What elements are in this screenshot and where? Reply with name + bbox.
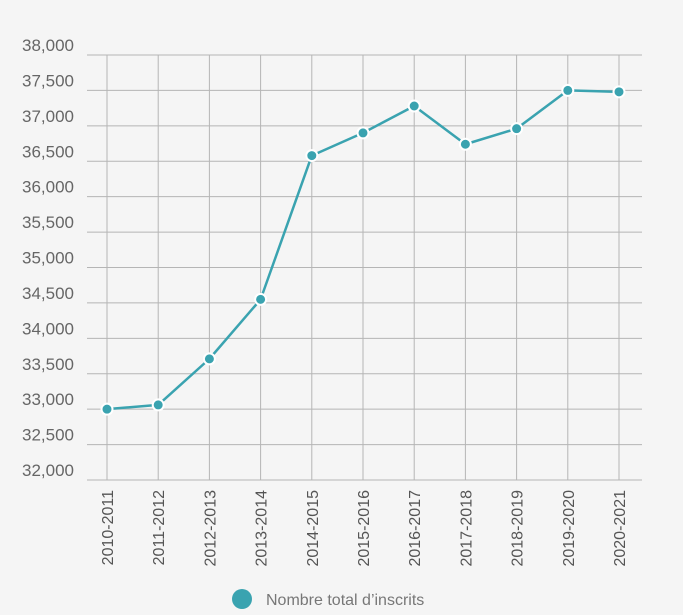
x-tick-label: 2012-2013 [202, 490, 219, 567]
x-tick-label: 2014-2015 [305, 490, 322, 567]
data-point [305, 149, 319, 163]
x-tick-label: 2013-2014 [254, 490, 271, 567]
x-tick-label: 2016-2017 [407, 490, 424, 567]
y-tick-label: 34,500 [22, 284, 74, 303]
x-tick-label: 2018-2019 [510, 490, 527, 567]
x-tick-label: 2011-2012 [151, 490, 168, 565]
y-tick-label: 32,000 [22, 461, 74, 480]
data-point [612, 85, 626, 99]
data-point [151, 398, 165, 412]
x-tick-label: 2020-2021 [612, 490, 629, 567]
grid [87, 54, 642, 481]
y-tick-label: 36,500 [22, 142, 74, 161]
y-tick-label: 36,000 [22, 178, 74, 197]
y-tick-label: 35,500 [22, 213, 74, 232]
data-point [254, 292, 268, 306]
x-axis-ticks: 2010-2011 2011-2012 2012-2013 2013-2014 2014… [100, 490, 629, 567]
y-tick-label: 35,000 [22, 249, 74, 268]
x-tick-label: 2015-2016 [356, 490, 373, 567]
y-tick-label: 37,500 [22, 71, 74, 90]
series-layer [100, 83, 626, 416]
legend[interactable]: Nombre total d’inscrits [232, 589, 424, 609]
legend-label: Nombre total d’inscrits [266, 592, 424, 609]
y-tick-label: 34,000 [22, 319, 74, 338]
y-tick-label: 33,000 [22, 390, 74, 409]
y-tick-label: 32,500 [22, 426, 74, 445]
x-tick-label: 2019-2020 [561, 490, 578, 567]
data-point [100, 402, 114, 416]
data-point [510, 122, 524, 136]
data-point [202, 352, 216, 366]
y-tick-label: 38,000 [22, 36, 74, 55]
x-tick-label: 2010-2011 [100, 490, 117, 565]
legend-marker-icon [232, 589, 252, 609]
data-point [458, 137, 472, 151]
data-point [561, 83, 575, 97]
x-tick-label: 2017-2018 [458, 490, 475, 567]
y-tick-label: 37,000 [22, 107, 74, 126]
data-point [407, 99, 421, 113]
y-tick-label: 33,500 [22, 355, 74, 374]
data-point [356, 126, 370, 140]
y-axis-ticks: 32,000 32,500 33,000 33,500 34,000 34,500 35,0… [22, 36, 74, 480]
